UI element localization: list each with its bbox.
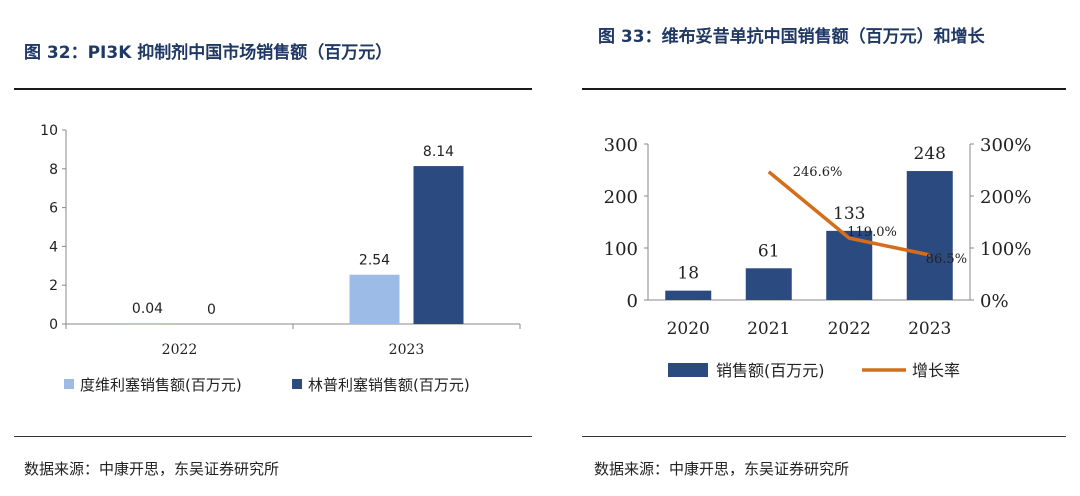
y-tick-label: 2 — [49, 278, 58, 294]
data-label: 61 — [758, 241, 780, 261]
bar — [349, 274, 400, 324]
y-tick-label: 6 — [49, 201, 58, 217]
left-source-note: 数据来源：中康开思，东吴证券研究所 — [24, 460, 280, 478]
right-source-note: 数据来源：中康开思，东吴证券研究所 — [594, 460, 850, 478]
right-chart-title: 图 33：维布妥昔单抗中国销售额（百万元）和增长 — [598, 27, 985, 47]
legend-swatch — [292, 379, 302, 389]
left-chart: 0 2 4 6 8 10 2022 0.04 0 2023 2.54 8.14 度维利塞销售额(百万元)… — [40, 123, 521, 394]
y-tick-label: 100 — [604, 239, 638, 260]
bar — [745, 268, 792, 300]
growth-line — [767, 170, 931, 257]
left-top-rule — [14, 88, 532, 90]
bar — [665, 290, 712, 300]
y-tick-label: 0 — [627, 291, 638, 312]
line-data-label: 119.0% — [847, 225, 897, 240]
right-chart: 0 100 200 300 0% 100% 200% 300% 2020 18 2021 61 2022… — [604, 135, 1032, 380]
right-bottom-rule — [582, 436, 1066, 437]
x-tick-label: 2023 — [389, 342, 425, 358]
x-tick-label: 2021 — [747, 319, 790, 339]
data-label: 248 — [914, 144, 946, 164]
legend-swatch-bar — [668, 363, 708, 377]
data-label: 0.04 — [132, 301, 163, 317]
y2-tick-label: 200% — [980, 187, 1031, 208]
x-tick-label: 2022 — [828, 319, 871, 339]
x-tick-label: 2022 — [162, 342, 198, 358]
y-tick-label: 10 — [40, 123, 58, 139]
data-label: 133 — [833, 204, 865, 224]
data-label: 18 — [677, 264, 699, 284]
y2-tick-label: 100% — [980, 239, 1031, 260]
left-bottom-rule — [14, 436, 532, 437]
y2-tick-label: 0% — [980, 291, 1009, 312]
legend-label: 度维利塞销售额(百万元) — [80, 376, 242, 394]
line-data-label: 246.6% — [793, 165, 843, 180]
y2-tick-label: 300% — [980, 135, 1031, 156]
legend-label: 销售额(百万元) — [716, 361, 825, 380]
right-top-rule — [582, 88, 1066, 90]
y-tick-label: 4 — [49, 239, 58, 255]
y-tick-label: 8 — [49, 162, 58, 178]
y-tick-label: 0 — [49, 317, 58, 333]
legend-swatch — [64, 379, 74, 389]
bar — [122, 323, 173, 324]
line-data-label: 86.5% — [926, 252, 967, 267]
data-label: 0 — [207, 302, 216, 318]
x-tick-label: 2020 — [667, 319, 710, 339]
data-label: 8.14 — [423, 144, 454, 160]
y-tick-label: 200 — [604, 187, 638, 208]
x-tick-label: 2023 — [908, 319, 951, 339]
data-label: 2.54 — [359, 253, 390, 269]
bar — [906, 171, 953, 300]
y-tick-label: 300 — [604, 135, 638, 156]
legend-label: 林普利塞销售额(百万元) — [308, 376, 470, 394]
bar — [413, 166, 464, 324]
left-chart-title: 图 32：PI3K 抑制剂中国市场销售额（百万元） — [24, 43, 393, 63]
legend-label: 增长率 — [912, 361, 960, 380]
